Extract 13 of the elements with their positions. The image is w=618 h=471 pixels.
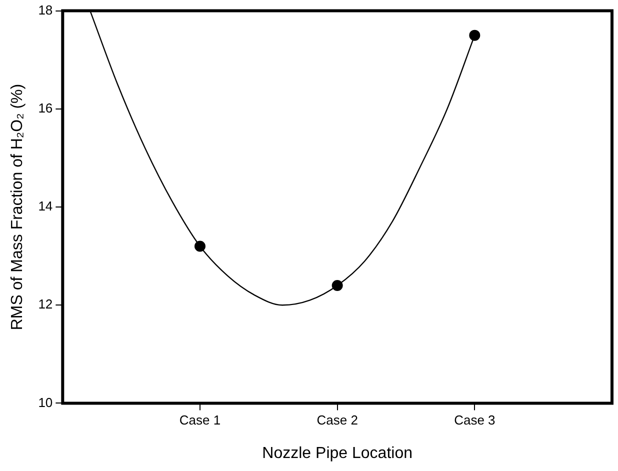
- y-tick-label: 10: [38, 394, 53, 410]
- point: [469, 30, 480, 41]
- y-tick-label: 12: [38, 296, 53, 312]
- point: [194, 240, 206, 252]
- y-tick-label: 18: [38, 2, 53, 18]
- x-axis-title: Nozzle Pipe Location: [262, 444, 412, 462]
- x-tick-label: Case 3: [454, 412, 496, 428]
- y-tick-label: 16: [38, 100, 53, 116]
- point: [332, 280, 343, 291]
- y-axis-title: RMS of Mass Fraction of H₂O₂ (%): [9, 84, 26, 330]
- x-tick-label: Case 2: [316, 412, 358, 428]
- y-tick-label: 14: [38, 198, 53, 214]
- x-tick-label: Case 1: [179, 412, 221, 428]
